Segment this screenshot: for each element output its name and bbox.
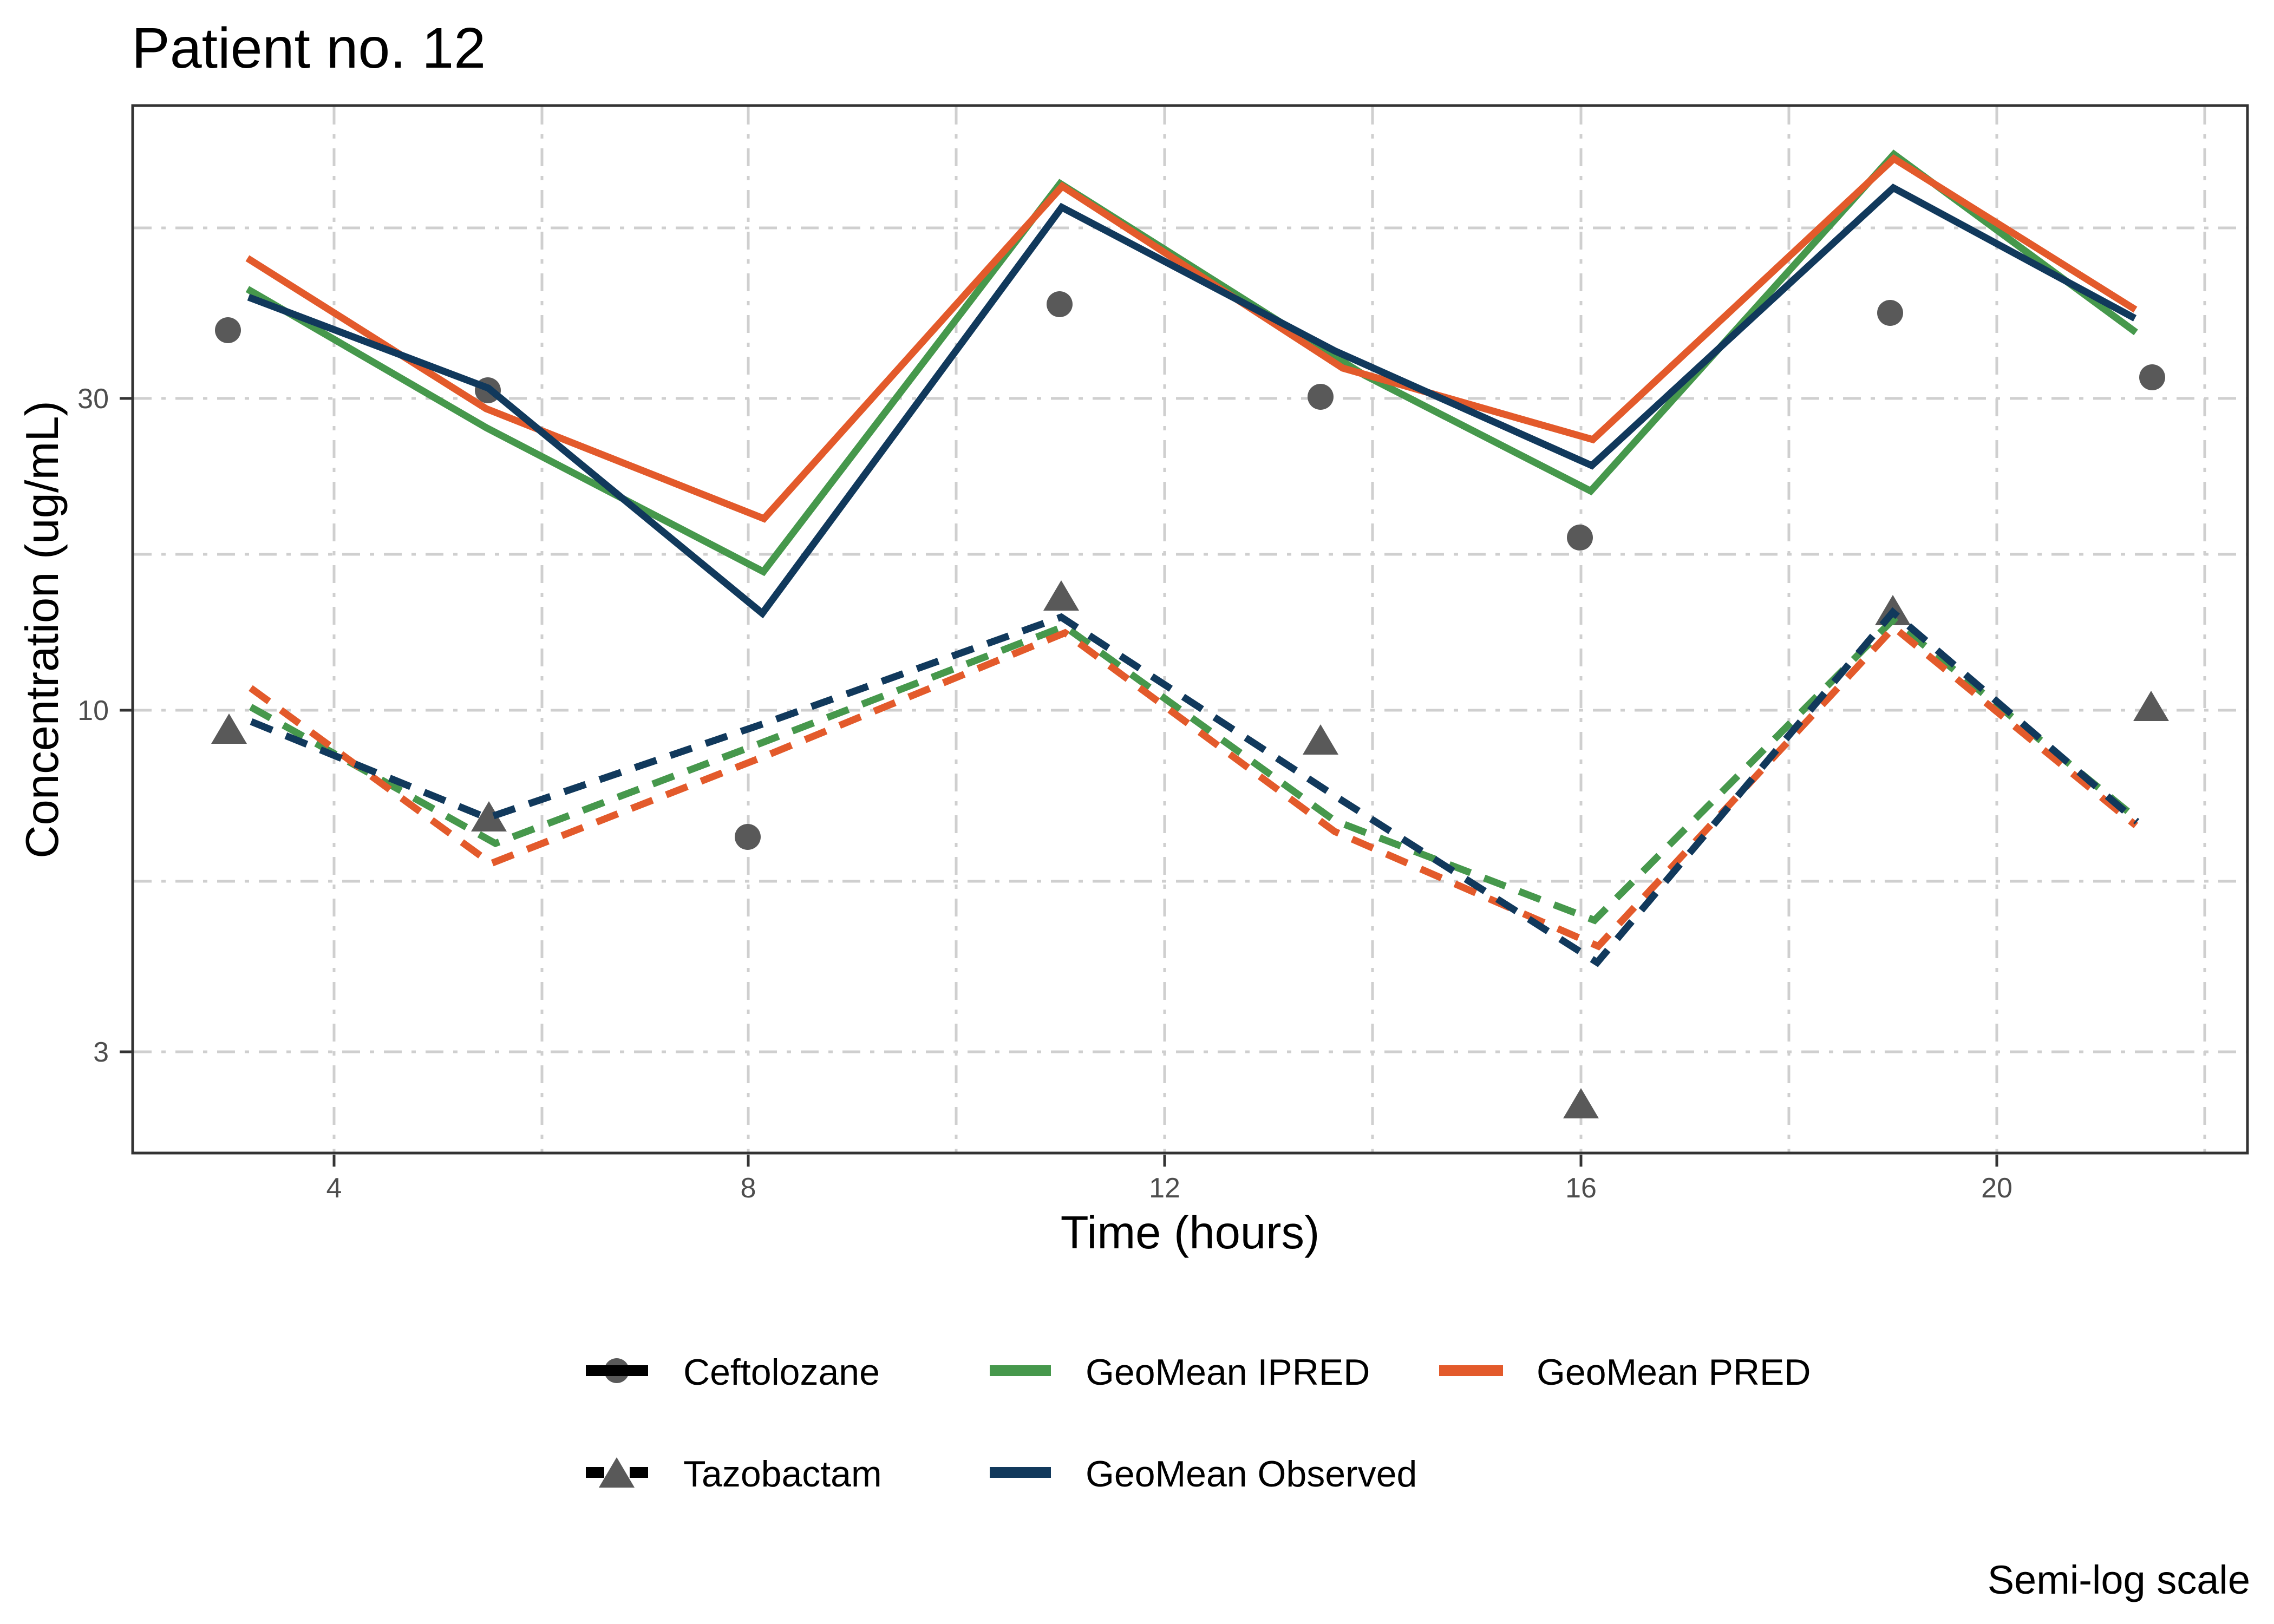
svg-text:Patient no. 12: Patient no. 12	[132, 16, 486, 80]
svg-text:10: 10	[77, 695, 109, 726]
svg-text:GeoMean PRED: GeoMean PRED	[1537, 1352, 1811, 1393]
svg-text:Time (hours): Time (hours)	[1061, 1207, 1320, 1259]
svg-text:Concentration (ug/mL): Concentration (ug/mL)	[17, 401, 68, 859]
svg-text:4: 4	[326, 1173, 342, 1204]
svg-text:20: 20	[1981, 1173, 2012, 1204]
svg-text:GeoMean IPRED: GeoMean IPRED	[1086, 1352, 1370, 1393]
svg-text:3: 3	[93, 1037, 109, 1068]
svg-text:Ceftolozane: Ceftolozane	[683, 1352, 880, 1393]
svg-text:12: 12	[1149, 1173, 1180, 1204]
svg-text:30: 30	[77, 383, 109, 415]
svg-text:Tazobactam: Tazobactam	[683, 1453, 882, 1495]
svg-text:16: 16	[1565, 1173, 1597, 1204]
svg-text:Semi-log scale: Semi-log scale	[1988, 1557, 2250, 1602]
svg-text:GeoMean Observed: GeoMean Observed	[1086, 1453, 1417, 1495]
svg-text:8: 8	[741, 1173, 756, 1204]
